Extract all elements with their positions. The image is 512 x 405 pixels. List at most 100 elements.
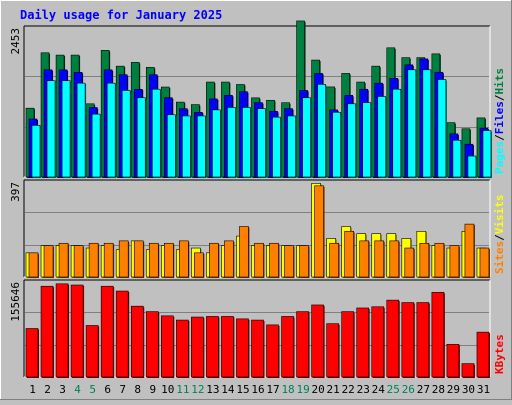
bar-body [284, 245, 294, 278]
pages-bar-28 [437, 79, 447, 178]
bar-body [130, 305, 144, 378]
pages-bar-16 [257, 108, 267, 178]
x-label-3: 3 [59, 383, 66, 396]
bar-body [434, 242, 445, 278]
sites-bar-13 [209, 242, 220, 278]
pages-bar-19 [302, 97, 312, 178]
sites-bar-11 [179, 240, 190, 278]
bar-body [176, 319, 189, 378]
bar-body [302, 97, 311, 178]
sites-bar-20 [314, 185, 325, 278]
pages-bar-21 [332, 112, 342, 178]
x-label-17: 17 [266, 383, 279, 396]
kbytes-bar-27 [416, 302, 430, 378]
kbytes-bar-31 [476, 331, 490, 378]
bar-body [58, 242, 69, 278]
sites-bar-10 [163, 242, 175, 278]
pages-bar-11 [182, 115, 192, 178]
bar-body [479, 247, 490, 278]
bar-body [70, 284, 84, 378]
bar-body [377, 96, 387, 178]
x-label-30: 30 [462, 383, 475, 396]
kbytes-bar-7 [115, 290, 130, 378]
bar-body [206, 316, 219, 378]
pages-bar-9 [151, 88, 162, 178]
bar-body [182, 115, 191, 178]
kbytes-bar-5 [85, 325, 100, 378]
bar-body [476, 331, 490, 378]
bar-body [326, 323, 339, 378]
bar-body [437, 79, 447, 178]
pages-bar-4 [76, 82, 87, 178]
pages-bar-27 [422, 69, 432, 178]
bar-body [73, 245, 84, 278]
pages-bar-26 [407, 69, 417, 178]
bar-body [194, 252, 204, 278]
sites-bar-30 [464, 223, 475, 278]
bar-body [55, 283, 69, 378]
bar-body [88, 242, 99, 278]
bar-body [404, 247, 415, 278]
bar-body [359, 240, 370, 278]
bar-body [401, 302, 415, 378]
sites-bar-14 [224, 240, 235, 278]
legend-sites: Sites [493, 241, 506, 274]
bar-body [332, 112, 341, 178]
bar-body [419, 242, 430, 278]
pages-bar-5 [91, 113, 102, 178]
pages-bar-30 [467, 155, 477, 178]
bar-body [160, 315, 174, 378]
kbytes-bar-4 [70, 284, 85, 378]
legend-hits: Hits [493, 68, 506, 95]
pages-bar-8 [136, 97, 147, 178]
x-label-2: 2 [44, 383, 51, 396]
pages-bar-24 [377, 96, 387, 178]
bar-body [31, 125, 41, 178]
bar-body [106, 82, 116, 178]
bar-body [482, 130, 492, 178]
kbytes-bar-21 [326, 323, 340, 378]
kbytes-bar-9 [145, 311, 160, 378]
sites-bar-25 [389, 240, 400, 278]
y-max-label: 397 [9, 182, 22, 202]
bar-body [341, 311, 354, 378]
sites-bar-15 [239, 226, 250, 278]
sites-bar-19 [299, 245, 310, 278]
bar-body [227, 107, 236, 178]
bar-body [407, 69, 417, 178]
bar-body [452, 139, 462, 178]
x-label-26: 26 [402, 383, 415, 396]
sites-bar-1 [28, 252, 39, 278]
pages-bar-31 [482, 130, 492, 178]
sites-bar-24 [374, 240, 385, 278]
x-label-14: 14 [221, 383, 235, 396]
bar-body [449, 245, 460, 278]
bar-body [467, 155, 477, 178]
panel-3: 155646 KBytes [9, 279, 506, 378]
legend-separator: / [493, 134, 506, 141]
x-label-10: 10 [161, 383, 174, 396]
sites-bar-4 [73, 245, 85, 278]
bar-body [392, 88, 402, 178]
legend-files: Files [493, 101, 506, 134]
legend: Sites/Visits [493, 195, 506, 275]
legend-separator: / [493, 234, 506, 241]
sites-bar-9 [148, 242, 160, 278]
kbytes-bar-1 [25, 328, 39, 378]
kbytes-bar-12 [191, 316, 205, 378]
x-label-21: 21 [327, 383, 340, 396]
kbytes-bar-6 [100, 285, 115, 378]
bar-body [251, 319, 264, 378]
sites-bar-21 [329, 242, 340, 278]
x-label-22: 22 [342, 383, 355, 396]
x-label-13: 13 [206, 383, 219, 396]
kbytes-bar-19 [296, 311, 310, 378]
bar-body [151, 88, 161, 178]
x-label-23: 23 [357, 383, 370, 396]
bar-body [100, 285, 114, 378]
sites-bar-3 [58, 242, 70, 278]
pages-bar-1 [31, 125, 41, 178]
x-label-7: 7 [119, 383, 126, 396]
sites-bar-17 [269, 242, 280, 278]
bar-body [272, 116, 281, 178]
